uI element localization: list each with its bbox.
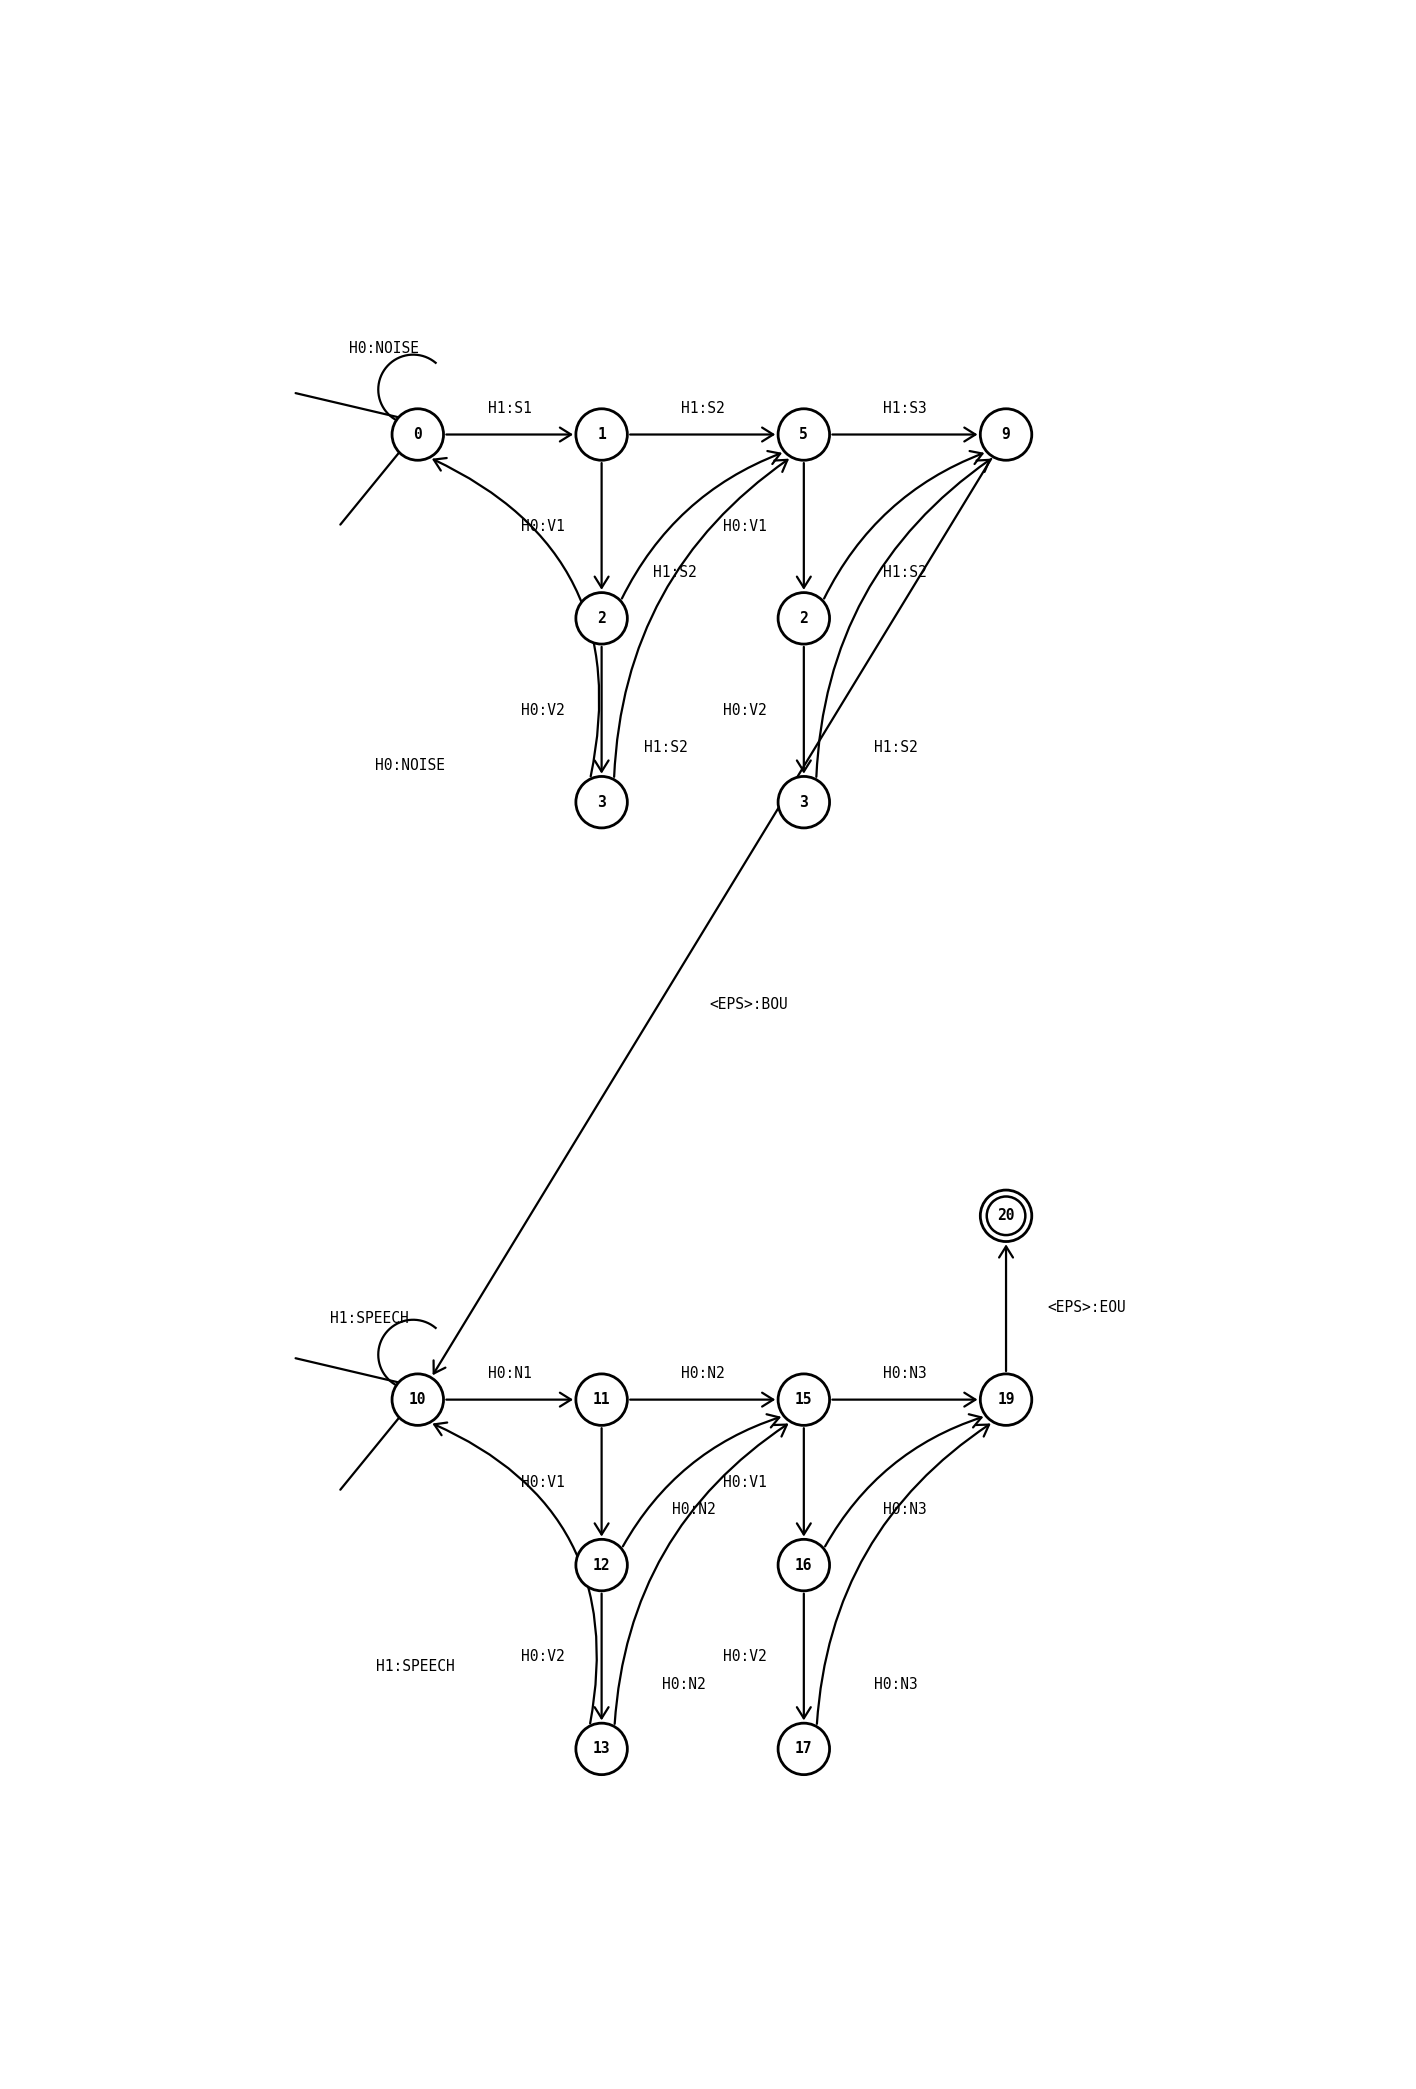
Text: H1:S2: H1:S2 <box>884 564 927 581</box>
Text: H0:V2: H0:V2 <box>724 702 767 719</box>
Circle shape <box>779 1723 830 1776</box>
Circle shape <box>576 593 627 643</box>
Text: H0:V1: H0:V1 <box>724 518 767 535</box>
FancyArrowPatch shape <box>1000 1247 1012 1370</box>
Text: 3: 3 <box>598 794 606 811</box>
Text: 5: 5 <box>800 426 809 443</box>
Circle shape <box>980 409 1032 460</box>
Text: H0:V1: H0:V1 <box>521 518 565 535</box>
FancyArrowPatch shape <box>595 648 609 771</box>
Circle shape <box>392 409 443 460</box>
FancyArrowPatch shape <box>446 1393 571 1406</box>
FancyArrowPatch shape <box>623 1414 779 1546</box>
Text: 0: 0 <box>413 426 422 443</box>
Text: H0:V1: H0:V1 <box>724 1475 767 1489</box>
Circle shape <box>980 1375 1032 1425</box>
FancyArrowPatch shape <box>824 451 983 600</box>
Text: H1:S2: H1:S2 <box>653 564 697 581</box>
Text: H1:S2: H1:S2 <box>644 740 688 754</box>
Text: H0:V2: H0:V2 <box>521 1650 565 1665</box>
Text: H0:N2: H0:N2 <box>663 1677 707 1692</box>
Text: H0:NOISE: H0:NOISE <box>348 341 419 357</box>
FancyArrowPatch shape <box>833 428 976 441</box>
FancyArrowPatch shape <box>630 428 773 441</box>
Circle shape <box>392 1375 443 1425</box>
Text: H0:V2: H0:V2 <box>724 1650 767 1665</box>
Circle shape <box>779 409 830 460</box>
FancyArrowPatch shape <box>833 1393 976 1406</box>
Text: 11: 11 <box>593 1391 610 1408</box>
Text: <EPS>:EOU: <EPS>:EOU <box>1048 1299 1126 1316</box>
Text: 3: 3 <box>800 794 809 811</box>
Text: H1:SPEECH: H1:SPEECH <box>375 1659 455 1673</box>
FancyArrowPatch shape <box>817 460 990 777</box>
FancyArrowPatch shape <box>615 1425 787 1723</box>
Text: 10: 10 <box>409 1391 426 1408</box>
Text: H0:N3: H0:N3 <box>874 1677 918 1692</box>
FancyArrowPatch shape <box>817 1425 990 1723</box>
Text: 15: 15 <box>794 1391 813 1408</box>
FancyArrowPatch shape <box>595 464 609 587</box>
Text: H0:N2: H0:N2 <box>671 1502 715 1517</box>
Circle shape <box>779 1540 830 1592</box>
FancyArrowPatch shape <box>433 460 991 1372</box>
FancyArrowPatch shape <box>446 428 571 441</box>
Circle shape <box>980 1191 1032 1241</box>
FancyArrowPatch shape <box>615 460 787 777</box>
Text: 20: 20 <box>997 1207 1015 1224</box>
Circle shape <box>779 1375 830 1425</box>
Text: H0:NOISE: H0:NOISE <box>375 758 446 773</box>
FancyArrowPatch shape <box>797 1429 811 1535</box>
Text: 2: 2 <box>598 610 606 627</box>
Circle shape <box>576 1375 627 1425</box>
FancyArrowPatch shape <box>826 1414 981 1546</box>
Text: H0:N2: H0:N2 <box>681 1366 725 1381</box>
Circle shape <box>779 777 830 827</box>
Text: H1:S3: H1:S3 <box>884 401 927 416</box>
Circle shape <box>576 409 627 460</box>
Text: 19: 19 <box>997 1391 1015 1408</box>
Text: H0:N3: H0:N3 <box>884 1366 927 1381</box>
Circle shape <box>576 1723 627 1776</box>
Text: H1:S1: H1:S1 <box>489 401 531 416</box>
FancyArrowPatch shape <box>595 1594 609 1719</box>
Text: H0:N1: H0:N1 <box>489 1366 531 1381</box>
Text: H1:SPEECH: H1:SPEECH <box>330 1312 409 1327</box>
FancyArrowPatch shape <box>435 1423 596 1723</box>
FancyArrowPatch shape <box>433 457 599 777</box>
Circle shape <box>576 1540 627 1592</box>
FancyArrowPatch shape <box>595 1429 609 1535</box>
Text: 17: 17 <box>794 1742 813 1757</box>
FancyArrowPatch shape <box>622 451 780 600</box>
Circle shape <box>576 777 627 827</box>
Text: <EPS>:BOU: <EPS>:BOU <box>709 996 789 1011</box>
Text: H0:V1: H0:V1 <box>521 1475 565 1489</box>
Circle shape <box>779 593 830 643</box>
Text: H0:V2: H0:V2 <box>521 702 565 719</box>
Text: 16: 16 <box>794 1558 813 1573</box>
FancyArrowPatch shape <box>797 464 811 587</box>
Text: H1:S2: H1:S2 <box>874 740 918 754</box>
FancyArrowPatch shape <box>797 648 811 771</box>
Text: 13: 13 <box>593 1742 610 1757</box>
Text: 12: 12 <box>593 1558 610 1573</box>
Text: 9: 9 <box>1001 426 1011 443</box>
Text: 1: 1 <box>598 426 606 443</box>
Text: H0:N3: H0:N3 <box>884 1502 927 1517</box>
Text: 2: 2 <box>800 610 809 627</box>
Text: H1:S2: H1:S2 <box>681 401 725 416</box>
FancyArrowPatch shape <box>630 1393 773 1406</box>
FancyArrowPatch shape <box>797 1594 811 1719</box>
